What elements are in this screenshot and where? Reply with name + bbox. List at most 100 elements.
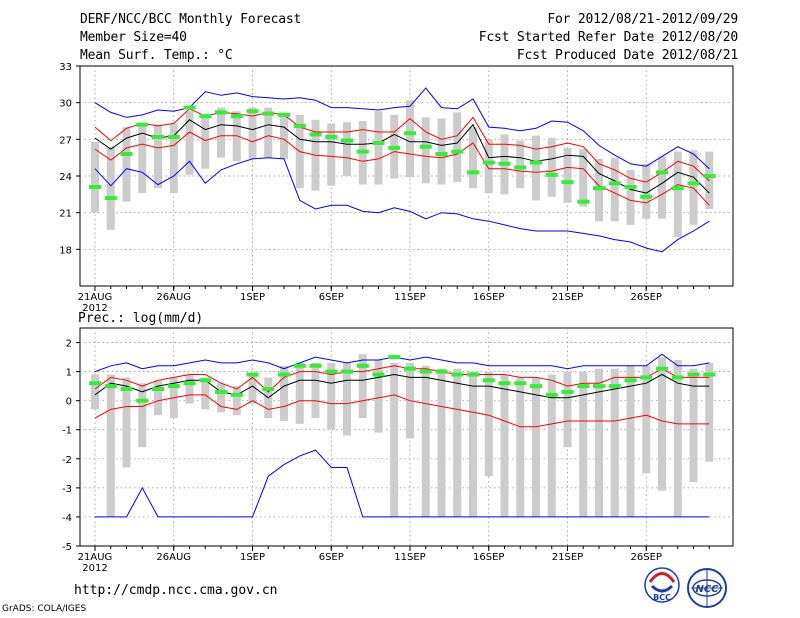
temp-bar <box>154 124 162 189</box>
forecast-period: For 2012/08/21-2012/09/29 <box>547 12 738 27</box>
temp-marker <box>183 105 196 110</box>
prec-marker <box>640 375 653 380</box>
temp-marker <box>167 134 180 139</box>
precipitation-panel: -5 -4 -3 -2 -1 0 1 2 21AUG 26AUG 1SEP 6SEP 11SEP 16SE… <box>62 327 734 574</box>
temp-marker <box>640 194 653 199</box>
temp-xtick-label: 1SEP <box>240 292 265 303</box>
ncc-logo-text: NCC <box>695 584 719 595</box>
temp-bar <box>579 149 588 207</box>
produced-date: Fcst Produced Date 2012/08/21 <box>516 48 738 63</box>
temp-xtick-label: 26AUG <box>156 292 191 303</box>
prec-bar <box>248 374 257 404</box>
temp-marker <box>435 152 448 156</box>
temp-marker <box>152 134 164 139</box>
prec-bar <box>106 374 115 517</box>
temp-bar <box>106 146 115 230</box>
temp-marker <box>671 186 684 191</box>
grads-credit: GrADS: COLA/IGES <box>2 604 87 614</box>
temp-marker <box>136 122 149 127</box>
prec-bar <box>421 365 430 517</box>
temp-marker <box>419 144 432 149</box>
temp-bar <box>138 124 147 194</box>
temp-ytick-label: 27 <box>59 135 72 146</box>
temp-marker <box>325 134 338 139</box>
temp-ytick-label: 33 <box>59 62 72 73</box>
prec-bar <box>563 371 572 448</box>
prec-marker <box>278 372 290 377</box>
temp-bar <box>437 118 446 185</box>
temp-marker <box>498 161 511 166</box>
temp-marker <box>530 160 542 165</box>
temp-marker <box>262 111 275 116</box>
prec-bar <box>673 359 682 517</box>
prec-bar <box>390 362 399 517</box>
prec-xtick-label: 21SEP <box>552 552 583 563</box>
temp-series-max <box>94 87 710 170</box>
temp-bar <box>122 127 131 202</box>
prec-series-upper <box>94 365 710 393</box>
prec-marker <box>215 389 227 394</box>
prec-marker <box>183 381 196 386</box>
prec-marker <box>388 355 401 360</box>
temp-bar <box>232 111 241 162</box>
logos: BCC NCC <box>644 567 727 608</box>
temp-xtick-label: 26SEP <box>631 292 662 303</box>
temp-marker <box>104 196 117 200</box>
temp-bar <box>689 150 698 225</box>
temp-bar <box>421 117 430 184</box>
temp-bar <box>327 123 336 186</box>
prec-marker <box>514 381 527 386</box>
temp-marker <box>545 172 558 177</box>
temp-bar <box>374 111 383 185</box>
temp-marker <box>293 123 306 128</box>
temp-bar <box>484 139 493 194</box>
source-url[interactable]: http://cmdp.ncc.cma.gov.cn <box>74 583 278 598</box>
prec-bar <box>437 368 446 517</box>
temp-xtick-label: 21AUG <box>78 292 113 303</box>
prec-marker <box>136 398 149 403</box>
temp-ytick-label: 21 <box>59 209 72 220</box>
temp-bar <box>91 141 99 213</box>
prec-marker <box>545 392 558 397</box>
temp-bar <box>453 112 462 183</box>
prec-ytick-label: 1 <box>66 368 72 379</box>
prec-bar <box>280 365 288 422</box>
temp-bar <box>610 157 619 222</box>
temp-marker <box>703 174 716 178</box>
prec-bar <box>91 374 99 410</box>
temp-xtick-label: 21SEP <box>552 292 583 303</box>
prec-bar <box>689 368 698 483</box>
variable-label: Mean Surf. Temp.: °C <box>80 48 233 63</box>
prec-ytick-label: 2 <box>66 339 72 350</box>
prec-ytick-label: -4 <box>62 513 72 524</box>
prec-marker <box>435 369 448 374</box>
prec-ytick-label: -3 <box>62 484 72 495</box>
temp-bar <box>406 100 414 178</box>
precip-label: Prec.: log(mm/d) <box>78 311 204 326</box>
temp-bar <box>532 135 540 201</box>
prec-marker <box>230 392 243 397</box>
temp-marker <box>624 185 637 189</box>
temp-series-lower <box>94 131 710 206</box>
prec-ytick-label: 0 <box>66 397 72 408</box>
prec-bar <box>343 362 351 436</box>
ncc-logo: NCC <box>687 568 727 608</box>
temp-marker <box>120 152 133 156</box>
prec-marker <box>671 375 684 380</box>
prec-marker <box>199 378 212 383</box>
temp-bar <box>547 138 556 197</box>
temp-ytick-label: 18 <box>59 245 72 256</box>
prec-marker <box>293 363 306 368</box>
prec-ytick-label: -1 <box>62 426 72 437</box>
prec-marker <box>89 381 101 386</box>
prec-marker <box>624 378 637 383</box>
temp-marker <box>309 132 322 137</box>
temp-xtick-label: 6SEP <box>319 292 344 303</box>
prec-xtick-label: 11SEP <box>394 552 425 563</box>
prec-bar <box>374 359 383 433</box>
prec-bar <box>154 380 162 416</box>
prec-bar <box>705 362 714 462</box>
prec-marker <box>498 381 511 386</box>
temperature-panel: 18 21 24 27 30 33 21AUG 26AUG 1SEP 6SEP 11SEP 16SEP… <box>59 62 734 314</box>
